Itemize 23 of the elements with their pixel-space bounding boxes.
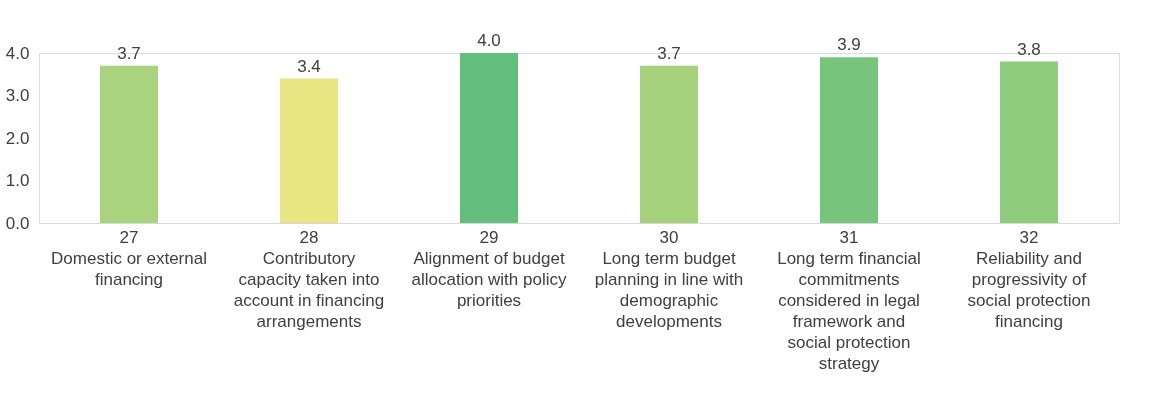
bar bbox=[1000, 61, 1058, 223]
x-tick-label: 28 Contributory capacity taken into account in financing arrangements bbox=[233, 227, 385, 331]
bar bbox=[640, 65, 698, 223]
x-tick-label: 29 Alignment of budget allocation with policy priorities bbox=[411, 227, 567, 310]
bar bbox=[460, 53, 518, 223]
x-tick-label: 31 Long term financial commitments considered in legal framework and social protection strategy bbox=[777, 227, 921, 373]
y-tick-label: 4.0 bbox=[5, 43, 30, 63]
data-label: 3.9 bbox=[837, 35, 861, 55]
data-label: 3.4 bbox=[297, 56, 321, 76]
y-tick-label: 3.0 bbox=[5, 86, 30, 105]
y-tick-label: 1.0 bbox=[5, 171, 30, 190]
bar bbox=[100, 65, 158, 223]
x-tick-label: 27 Domestic or external financing bbox=[51, 227, 207, 289]
x-tick-label: 30 Long term budget planning in line with demographic developments bbox=[594, 227, 744, 331]
data-label: 4.0 bbox=[477, 31, 501, 50]
bar bbox=[820, 57, 878, 223]
y-tick-label: 2.0 bbox=[5, 128, 30, 148]
data-label: 3.7 bbox=[657, 43, 681, 63]
x-tick-label: 32 Reliability and progressivity of social protection financing bbox=[967, 227, 1091, 331]
data-label: 3.7 bbox=[117, 43, 141, 63]
y-tick-label: 0.0 bbox=[5, 213, 30, 233]
data-label: 3.8 bbox=[1017, 39, 1041, 59]
bar bbox=[280, 78, 338, 223]
